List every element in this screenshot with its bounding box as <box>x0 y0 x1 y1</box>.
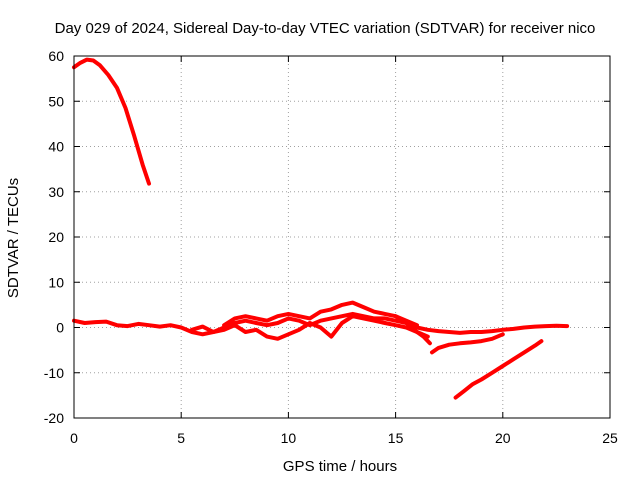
x-tick-label: 15 <box>388 430 404 446</box>
data-series-line <box>430 332 505 355</box>
data-series-line <box>393 314 432 346</box>
series-layer <box>72 57 570 400</box>
x-tick-label: 20 <box>495 430 511 446</box>
y-tick-label: -10 <box>44 365 64 381</box>
y-tick-label: 50 <box>48 93 64 109</box>
y-tick-label: 60 <box>48 48 64 64</box>
data-series-line <box>189 314 430 341</box>
x-tick-label: 25 <box>602 430 618 446</box>
y-tick-label: 40 <box>48 139 64 155</box>
plot-frame <box>73 55 611 419</box>
y-tick-label: -20 <box>44 410 64 426</box>
y-tick-label: 10 <box>48 274 64 290</box>
y-tick-label: 0 <box>56 320 64 336</box>
tick-layer: 0 5 10 15 20 25 -20 -10 0 10 20 30 40 50 60 <box>44 48 618 446</box>
y-axis-label: SDTVAR / TECUs <box>5 178 22 298</box>
data-series-line <box>222 300 419 328</box>
x-axis-label: GPS time / hours <box>283 458 397 475</box>
grid-layer <box>74 56 610 418</box>
y-tick-label: 20 <box>48 229 64 245</box>
x-tick-label: 10 <box>281 430 297 446</box>
x-tick-label: 0 <box>70 430 78 446</box>
x-tick-label: 5 <box>177 430 185 446</box>
data-series-line <box>72 57 151 186</box>
chart-title: Day 029 of 2024, Sidereal Day-to-day VTE… <box>55 20 596 37</box>
data-series-line <box>72 311 570 337</box>
data-series-line <box>453 339 544 400</box>
y-tick-label: 30 <box>48 184 64 200</box>
